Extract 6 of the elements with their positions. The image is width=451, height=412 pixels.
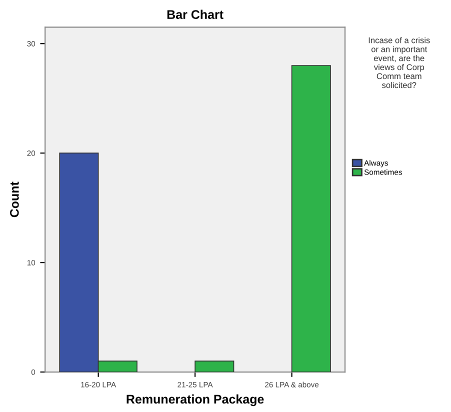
y-axis-title: Count xyxy=(10,182,19,218)
bar xyxy=(291,65,331,372)
x-axis-title: Remuneration Package xyxy=(126,394,264,406)
legend-title: Incase of a crisis or an important event, are the views of Corp Comm team solicited? xyxy=(368,37,430,88)
chart-title: Bar Chart xyxy=(167,10,224,19)
bar xyxy=(194,360,234,372)
